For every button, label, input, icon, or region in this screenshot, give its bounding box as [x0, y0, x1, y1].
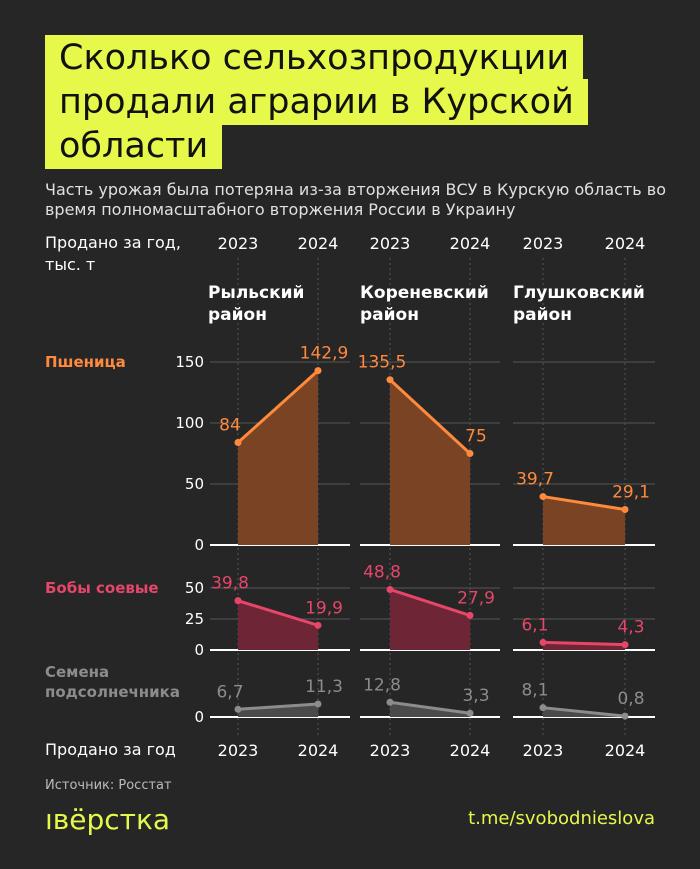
y-tick-label: 0 — [194, 641, 204, 659]
area — [238, 600, 318, 650]
row-label: Бобы соевые — [45, 579, 159, 597]
line — [389, 588, 471, 617]
line — [389, 700, 471, 715]
y-tick-label: 50 — [185, 579, 204, 597]
x-tick-label-top: 2023 — [523, 234, 564, 253]
y-tick-label: 0 — [194, 708, 204, 726]
row-label: Семена подсолнечника — [45, 663, 180, 701]
point — [386, 585, 394, 593]
point — [539, 704, 547, 712]
point — [234, 597, 242, 605]
value-label: 135,5 — [358, 353, 407, 373]
point — [314, 700, 322, 708]
value-label: 6,1 — [521, 615, 548, 635]
value-label: 142,9 — [300, 344, 349, 364]
area — [238, 704, 318, 717]
value-label: 29,1 — [612, 482, 650, 502]
x-tick-label: 2023 — [523, 741, 564, 760]
point — [539, 493, 547, 501]
point — [466, 709, 474, 717]
link[interactable]: t.me/svobodnieslova — [468, 808, 655, 829]
area — [543, 496, 625, 545]
value-label: 39,7 — [516, 470, 554, 490]
value-label: 6,7 — [216, 682, 243, 702]
x-tick-label: 2024 — [298, 741, 339, 760]
value-label: 11,3 — [305, 677, 343, 697]
line — [237, 599, 319, 627]
x-tick-label-top: 2023 — [218, 234, 259, 253]
x-tick-label: 2024 — [450, 741, 491, 760]
y-tick-label: 100 — [175, 414, 204, 432]
panel-title: Кореневский район — [360, 283, 489, 325]
point — [386, 376, 394, 384]
area — [390, 379, 470, 545]
title: Сколько сельхозпродукции продали аграрии… — [45, 35, 588, 169]
point — [539, 638, 547, 646]
row-label: Пшеница — [45, 353, 126, 371]
y-tick-label: 0 — [194, 536, 204, 554]
panel-title: Глушковский район — [513, 283, 645, 325]
point — [314, 367, 322, 375]
source: Источник: Росстат — [45, 778, 172, 793]
value-label: 39,8 — [211, 574, 249, 594]
point — [621, 712, 629, 720]
y-tick-label: 150 — [175, 353, 204, 371]
x-tick-label: 2023 — [218, 741, 259, 760]
point — [466, 611, 474, 619]
value-label: 12,8 — [363, 675, 401, 695]
value-label: 27,9 — [457, 588, 495, 608]
area — [238, 370, 318, 545]
area — [390, 589, 470, 650]
value-label: 0,8 — [617, 689, 644, 709]
line — [236, 369, 320, 444]
value-label: 4,3 — [617, 618, 644, 638]
title-box: Сколько сельхозпродукции продали аграрии… — [45, 35, 588, 169]
x-tick-label-top: 2024 — [605, 234, 646, 253]
point — [621, 505, 629, 513]
point — [621, 641, 629, 649]
x-tick-label-top: 2023 — [370, 234, 411, 253]
x-tick-label: 2023 — [370, 741, 411, 760]
panel-title: Рыльский район — [208, 283, 305, 325]
line — [542, 706, 626, 718]
line — [542, 495, 626, 511]
value-label: 8,1 — [521, 681, 548, 701]
value-label: 84 — [219, 416, 241, 436]
x-tick-label-top: 2024 — [298, 234, 339, 253]
value-label: 3,3 — [462, 686, 489, 706]
value-label: 75 — [465, 427, 487, 447]
line — [237, 702, 319, 711]
y-axis-label: Продано за год, тыс. т — [45, 233, 181, 274]
x-tick-label-top: 2024 — [450, 234, 491, 253]
value-label: 19,9 — [305, 598, 343, 618]
y-tick-label: 50 — [185, 475, 204, 493]
line — [388, 378, 472, 455]
point — [314, 621, 322, 629]
point — [466, 450, 474, 457]
brand: ıвёрстка — [45, 803, 171, 836]
point — [386, 698, 394, 706]
x-tick-label: 2024 — [605, 741, 646, 760]
subtitle: Часть урожая была потеряна из-за вторжен… — [45, 180, 667, 219]
value-label: 48,8 — [363, 562, 401, 582]
line — [542, 640, 626, 647]
x-axis-label: Продано за год — [45, 740, 176, 759]
point — [234, 439, 242, 447]
y-tick-label: 25 — [185, 610, 204, 628]
point — [234, 705, 242, 713]
